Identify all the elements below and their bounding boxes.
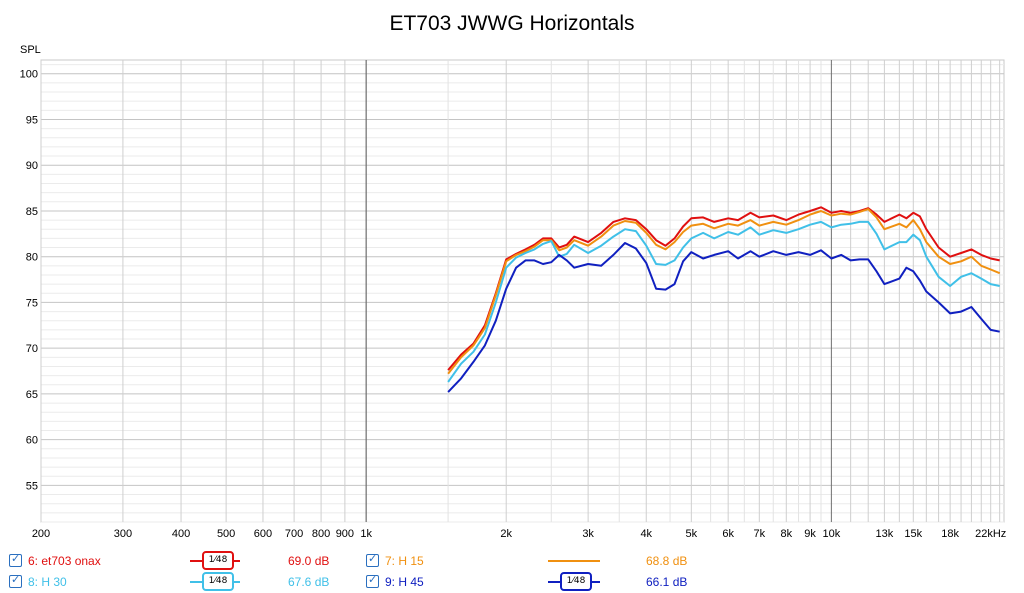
x-tick-label: 9k (804, 528, 816, 540)
legend-level-series-9: 66.1 dB (646, 575, 688, 589)
legend-label-series-7: 7: H 15 (385, 554, 424, 568)
plot-area (40, 59, 1005, 523)
x-tick-label: 15k (904, 528, 922, 540)
legend-label-series-8: 8: H 30 (28, 575, 67, 589)
checkbox-series-7[interactable]: ✓ (366, 552, 379, 567)
x-tick-label: 13k (876, 528, 894, 540)
series-line-7 (447, 208, 1001, 375)
checkmark-icon: ✓ (368, 573, 378, 586)
y-tick-label: 85 (26, 206, 38, 218)
legend-level-series-7: 68.8 dB (646, 554, 688, 568)
y-tick-label: 100 (20, 69, 38, 81)
checkbox-series-9[interactable]: ✓ (366, 573, 379, 588)
x-tick-label: 2k (500, 528, 512, 540)
x-tick-label: 800 (312, 528, 330, 540)
x-tick-label: 5k (686, 528, 698, 540)
y-axis-label: SPL (20, 44, 41, 56)
series-line-9 (447, 242, 1000, 393)
x-tick-label: 4k (640, 528, 652, 540)
x-tick-label: 600 (254, 528, 272, 540)
legend-level-series-6: 69.0 dB (288, 554, 330, 568)
x-tick-label: 400 (172, 528, 190, 540)
legend-level-series-8: 67.6 dB (288, 575, 330, 589)
series-line-6 (447, 206, 1000, 371)
x-tick-label: 7k (754, 528, 766, 540)
checkbox-series-6[interactable]: ✓ (9, 552, 22, 567)
legend-row-2: ✓ 8: H 30 1⁄48 67.6 dB ✓ 9: H 45 1⁄48 66… (0, 572, 1024, 592)
y-tick-label: 65 (26, 389, 38, 401)
x-tick-label: 300 (114, 528, 132, 540)
checkmark-icon: ✓ (11, 573, 21, 586)
series-line-8 (447, 220, 1000, 383)
x-tick-label: 8k (780, 528, 792, 540)
x-tick-label: 200 (32, 528, 50, 540)
y-tick-label: 55 (26, 480, 38, 492)
smoothing-badge-series-8[interactable]: 1⁄48 (202, 572, 234, 591)
legend-row-1: ✓ 6: et703 onax 1⁄48 69.0 dB ✓ 7: H 15 6… (0, 551, 1024, 571)
chart-title: ET703 JWWG Horizontals (389, 12, 634, 35)
x-tick-label: 3k (582, 528, 594, 540)
y-tick-label: 75 (26, 297, 38, 309)
y-tick-label: 80 (26, 252, 38, 264)
y-tick-label: 60 (26, 435, 38, 447)
x-tick-label: 700 (285, 528, 303, 540)
y-tick-label: 90 (26, 160, 38, 172)
y-tick-label: 95 (26, 114, 38, 126)
legend-label-series-6: 6: et703 onax (28, 554, 101, 568)
x-tick-label: 10k (823, 528, 841, 540)
legend-label-series-9: 9: H 45 (385, 575, 424, 589)
x-tick-label: 900 (336, 528, 354, 540)
smoothing-badge-series-9[interactable]: 1⁄48 (560, 572, 592, 591)
smoothing-badge-series-6[interactable]: 1⁄48 (202, 551, 234, 570)
y-tick-label: 70 (26, 343, 38, 355)
checkbox-series-8[interactable]: ✓ (9, 573, 22, 588)
x-tick-label: 22kHz (975, 528, 1006, 540)
checkmark-icon: ✓ (11, 552, 21, 565)
x-tick-label: 18k (941, 528, 959, 540)
checkmark-icon: ✓ (368, 552, 378, 565)
x-tick-label: 6k (722, 528, 734, 540)
legend-line-series-7 (548, 560, 600, 562)
x-tick-label: 500 (217, 528, 235, 540)
x-tick-label: 1k (360, 528, 372, 540)
